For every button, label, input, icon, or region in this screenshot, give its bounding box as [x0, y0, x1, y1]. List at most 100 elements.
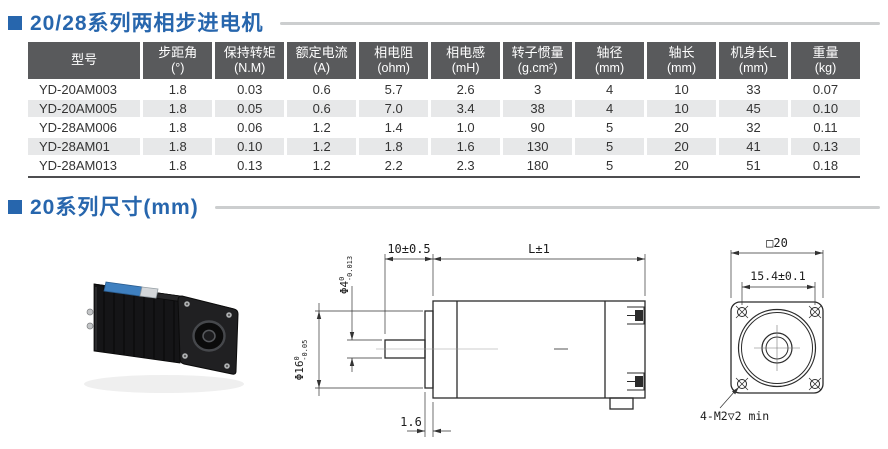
value-cell: 1.2	[287, 119, 357, 136]
column-header: 轴长 (mm)	[647, 42, 717, 79]
side-view-outline	[384, 300, 646, 410]
value-cell: 1.8	[143, 119, 213, 136]
spec-table-body: YD-20AM003 1.8 0.03 0.6 5.7 2.6 3 4 10 33 0.07 YD-2…	[28, 81, 860, 174]
spec-table-head: 型号 步距角 (°) 保持转矩 (N.M) 额定电流 (A) 相电阻 (ohm) 相电感 (mH) 转…	[28, 42, 860, 79]
dimension-arrows	[316, 256, 645, 434]
spec-table: 型号 步距角 (°) 保持转矩 (N.M) 额定电流 (A) 相电阻 (ohm) 相电感 (mH) 转…	[25, 40, 863, 176]
value-cell: 3.4	[431, 100, 501, 117]
hole-pitch-dim: 15.4±0.1	[750, 269, 805, 283]
front-view-drawing: □20 15.4±0.1 4-M2▽2 min	[700, 236, 824, 423]
value-cell: 0.6	[287, 100, 357, 117]
spec-section-title: 20/28系列两相步进电机	[8, 7, 880, 37]
value-cell: 10	[647, 100, 717, 117]
header-row: 型号 步距角 (°) 保持转矩 (N.M) 额定电流 (A) 相电阻 (ohm) 相电感 (mH) 转…	[28, 42, 860, 79]
value-cell: 0.10	[215, 138, 285, 155]
motor-side-ribs	[103, 285, 175, 363]
value-cell: 1.6	[431, 138, 501, 155]
column-header: 相电感 (mH)	[431, 42, 501, 79]
table-row: YD-28AM01 1.8 0.10 1.2 1.8 1.6 130 5 20 41 0.13	[28, 138, 860, 155]
value-cell: 32	[719, 119, 788, 136]
value-cell: 1.2	[287, 138, 357, 155]
value-cell: 1.4	[359, 119, 429, 136]
value-cell: 0.6	[287, 81, 357, 98]
value-cell: 20	[647, 138, 717, 155]
column-header: 轴径 (mm)	[575, 42, 645, 79]
value-cell: 2.2	[359, 157, 429, 174]
column-header: 型号	[28, 42, 141, 79]
center-cross	[754, 325, 800, 371]
dim-section-title: 20系列尺寸(mm)	[8, 191, 880, 221]
title-rule-line	[214, 205, 880, 209]
table-row: YD-20AM005 1.8 0.05 0.6 7.0 3.4 38 4 10 45 0.10	[28, 100, 860, 117]
spec-title-text: 20/28系列两相步进电机	[30, 12, 264, 35]
value-cell: 90	[503, 119, 573, 136]
value-cell: 0.13	[215, 157, 285, 174]
table-row: YD-20AM003 1.8 0.03 0.6 5.7 2.6 3 4 10 33 0.07	[28, 81, 860, 98]
value-cell: 38	[503, 100, 573, 117]
title-bullet-square	[8, 15, 22, 30]
value-cell: 41	[719, 138, 788, 155]
value-cell: 33	[719, 81, 788, 98]
pilot-height-dim: 1.6	[400, 415, 422, 429]
model-cell: YD-20AM005	[28, 100, 141, 117]
value-cell: 130	[503, 138, 573, 155]
value-cell: 51	[719, 157, 788, 174]
motor-photo	[84, 281, 244, 393]
value-cell: 1.2	[287, 157, 357, 174]
value-cell: 0.11	[790, 119, 860, 136]
pilot-dia-label: Φ160-0.05	[293, 340, 309, 381]
value-cell: 4	[575, 81, 645, 98]
value-cell: 180	[503, 157, 573, 174]
table-row: YD-28AM013 1.8 0.13 1.2 2.2 2.3 180 5 20 51 0.18	[28, 157, 860, 174]
title-bullet-square	[8, 199, 22, 214]
mounting-thread-note: 4-M2▽2 min	[700, 409, 769, 423]
value-cell: 5	[575, 157, 645, 174]
rear-stud	[86, 308, 94, 316]
value-cell: 0.13	[790, 138, 860, 155]
table-bottom-border	[28, 176, 860, 178]
front-dim-lines	[719, 250, 824, 409]
value-cell: 0.03	[215, 81, 285, 98]
value-cell: 3	[503, 81, 573, 98]
table-row: YD-28AM006 1.8 0.06 1.2 1.4 1.0 90 5 20 32 0.11	[28, 119, 860, 136]
flange-size-dim: □20	[766, 236, 788, 250]
photo-shadow	[84, 375, 244, 393]
value-cell: 0.18	[790, 157, 860, 174]
column-header: 相电阻 (ohm)	[359, 42, 429, 79]
value-cell: 45	[719, 100, 788, 117]
value-cell: 10	[647, 81, 717, 98]
dim-title-text: 20系列尺寸(mm)	[30, 196, 199, 219]
column-header: 步距角 (°)	[143, 42, 213, 79]
mounting-holes	[735, 305, 822, 391]
value-cell: 0.05	[215, 100, 285, 117]
value-cell: 5	[575, 119, 645, 136]
column-header: 机身长L (mm)	[719, 42, 788, 79]
rear-stud	[86, 322, 94, 330]
dimension-lines	[315, 254, 646, 437]
front-dim-arrows	[731, 250, 823, 395]
value-cell: 2.3	[431, 157, 501, 174]
value-cell: 4	[575, 100, 645, 117]
value-cell: 0.07	[790, 81, 860, 98]
spec-table-wrap: 型号 步距角 (°) 保持转矩 (N.M) 额定电流 (A) 相电阻 (ohm) 相电感 (mH) 转…	[25, 40, 863, 178]
value-cell: 7.0	[359, 100, 429, 117]
shaft-length-dim: 10±0.5	[387, 242, 430, 256]
value-cell: 20	[647, 157, 717, 174]
shaft-dia-label: Φ40-0.013	[338, 256, 354, 294]
model-cell: YD-28AM01	[28, 138, 141, 155]
connector-header	[139, 286, 159, 299]
value-cell: 2.6	[431, 81, 501, 98]
value-cell: 1.8	[143, 81, 213, 98]
model-cell: YD-28AM006	[28, 119, 141, 136]
side-view-drawing: 10±0.5 L±1 Φ40-0.013 Φ160-0.05 1.6	[293, 242, 646, 437]
value-cell: 0.10	[790, 100, 860, 117]
value-cell: 20	[647, 119, 717, 136]
column-header: 转子惯量 (g.cm²)	[503, 42, 573, 79]
value-cell: 1.8	[359, 138, 429, 155]
front-screws	[182, 301, 232, 369]
column-header: 额定电流 (A)	[287, 42, 357, 79]
value-cell: 1.0	[431, 119, 501, 136]
flange-outline	[730, 301, 824, 394]
value-cell: 5.7	[359, 81, 429, 98]
column-header: 重量 (kg)	[790, 42, 860, 79]
